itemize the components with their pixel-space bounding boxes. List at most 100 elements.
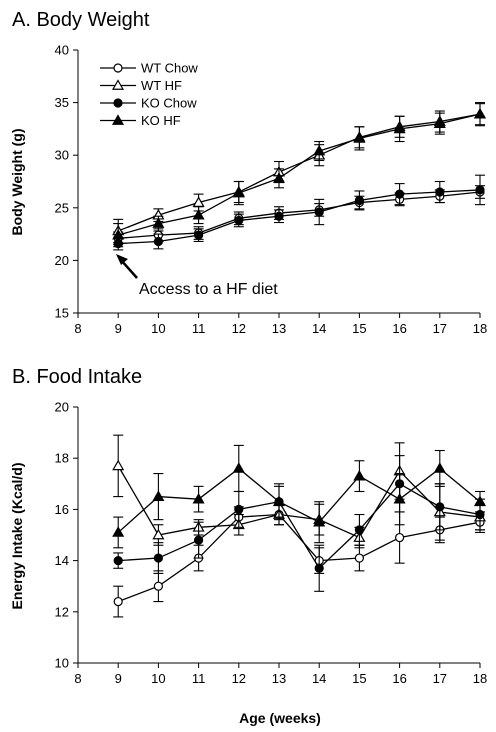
data-point (433, 462, 446, 473)
legend-item: KO HF (100, 113, 181, 128)
data-point (194, 535, 204, 545)
series-wt-chow (113, 185, 485, 246)
data-point (113, 596, 123, 607)
data-point (473, 107, 487, 119)
data-point (234, 215, 244, 226)
data-point (435, 187, 445, 197)
food-intake-y-axis-title: Energy Intake (Kcal/d) (9, 462, 25, 609)
data-point (232, 462, 245, 473)
x-tick-label: 14 (312, 671, 326, 686)
data-point (274, 211, 284, 221)
data-point (354, 195, 364, 206)
data-point (313, 515, 326, 527)
annotation-arrow-shaft (120, 259, 138, 279)
data-point (314, 563, 324, 573)
series-ko-hf (112, 102, 487, 248)
legend-label: KO HF (141, 113, 181, 128)
x-tick-label: 9 (115, 321, 122, 336)
body-weight-y-axis-title: Body Weight (g) (9, 128, 25, 235)
legend-item: WT Chow (100, 61, 198, 76)
data-point (393, 492, 406, 504)
data-point (475, 185, 485, 195)
y-tick-label: 10 (55, 656, 69, 671)
legend-item: KO Chow (100, 96, 197, 111)
data-point (112, 526, 125, 537)
x-tick-label: 17 (433, 671, 447, 686)
legend-marker (111, 79, 125, 90)
legend-marker (113, 98, 123, 108)
x-tick-label: 8 (74, 671, 81, 686)
y-tick-label: 25 (55, 200, 69, 215)
series-line (118, 482, 481, 570)
x-tick-label: 13 (272, 321, 286, 336)
data-point (313, 144, 326, 156)
legend-marker (113, 63, 123, 73)
series-line (118, 191, 481, 239)
data-point (272, 172, 286, 183)
data-point (353, 132, 366, 143)
y-tick-label: 20 (55, 253, 69, 268)
data-point (192, 492, 205, 504)
series-ko-chow (113, 174, 485, 251)
x-tick-label: 11 (192, 671, 206, 686)
x-tick-label: 16 (392, 321, 406, 336)
series-line (117, 513, 481, 603)
data-point (113, 555, 123, 566)
data-point (194, 230, 204, 240)
x-axis-title: Age (weeks) (239, 710, 321, 726)
x-tick-label: 16 (392, 671, 406, 686)
series-wt-chow (113, 503, 485, 618)
data-point (234, 504, 244, 514)
series-line (117, 465, 481, 539)
body-weight-title: A. Body Weight (12, 9, 150, 31)
x-tick-label: 9 (115, 671, 122, 686)
y-tick-label: 16 (55, 502, 69, 517)
y-tick-label: 15 (55, 306, 69, 321)
data-point (192, 208, 205, 220)
series-line (117, 467, 481, 533)
data-point (153, 581, 163, 591)
body-weight-plot-area (112, 102, 487, 251)
data-point (232, 186, 245, 198)
x-tick-label: 18 (473, 321, 487, 336)
data-point (152, 490, 165, 501)
series-line (118, 113, 481, 236)
y-tick-label: 14 (55, 553, 69, 568)
data-point (112, 228, 125, 240)
food-intake-axes: 10 12 14 16 18 20 8 9 10 11 12 13 14 15 16 17 18 (55, 400, 488, 687)
data-point (314, 207, 324, 217)
food-intake-panel: B. Food Intake Energy Intake (Kcal/d) 10… (9, 366, 487, 726)
data-point (153, 553, 163, 563)
y-tick-label: 30 (55, 148, 69, 163)
x-tick-label: 13 (272, 671, 286, 686)
data-point (395, 189, 405, 199)
x-tick-label: 18 (473, 671, 487, 686)
legend-marker (111, 114, 125, 125)
data-point (433, 117, 446, 128)
x-tick-label: 8 (74, 321, 81, 336)
x-tick-label: 11 (192, 321, 206, 336)
food-intake-title: B. Food Intake (12, 366, 142, 388)
hf-diet-annotation: Access to a HF diet (116, 254, 278, 298)
x-tick-label: 14 (312, 321, 326, 336)
data-point (473, 495, 487, 507)
data-point (152, 528, 165, 540)
x-tick-label: 10 (151, 321, 165, 336)
y-tick-label: 20 (55, 400, 69, 415)
data-point (354, 553, 364, 563)
legend-label: WT HF (141, 78, 182, 93)
annotation-text: Access to a HF diet (139, 281, 278, 298)
data-point (395, 532, 405, 543)
legend-label: WT Chow (141, 61, 198, 76)
data-point (393, 122, 406, 134)
data-point (112, 459, 125, 471)
body-weight-axes: 15 20 25 30 35 40 8 9 10 11 12 13 14 15 16 17 18 (55, 43, 488, 337)
x-tick-label: 15 (352, 671, 366, 686)
series-ko-hf (112, 444, 487, 549)
data-point (153, 236, 163, 247)
data-point (272, 495, 286, 507)
body-weight-panel: A. Body Weight Body Weight (g) 15 20 25 30 3… (9, 9, 487, 336)
x-tick-label: 10 (151, 671, 165, 686)
y-tick-label: 12 (55, 604, 69, 619)
